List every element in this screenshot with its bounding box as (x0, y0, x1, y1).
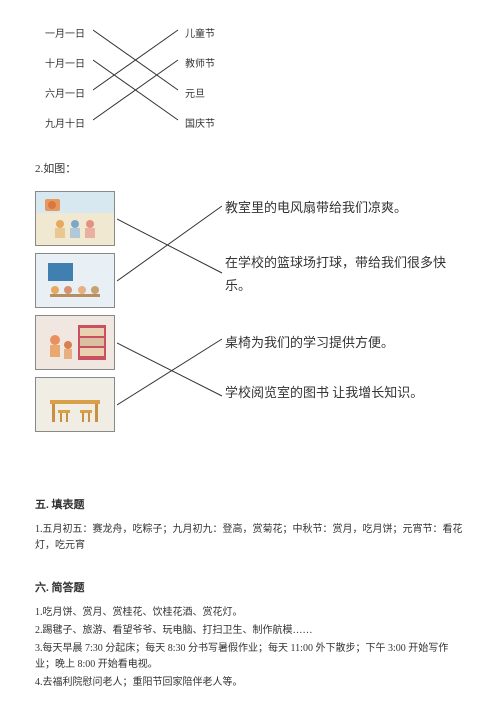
desc-text-2: 在学校的篮球场打球，带给我们很多快乐。 (225, 251, 455, 298)
section-6-answer-1: 1.吃月饼、赏月、赏桂花、饮桂花酒、赏花灯。 (35, 605, 465, 621)
section-2-label: 2.如图： (35, 160, 465, 176)
desc-text-1: 教室里的电风扇带给我们凉爽。 (225, 196, 455, 219)
matching-diagram-dates: 一月一日 十月一日 六月一日 九月十日 儿童节 教师节 元旦 国庆节 (45, 20, 245, 140)
left-label-1: 一月一日 (45, 25, 85, 40)
right-label-1: 儿童节 (185, 25, 215, 40)
match-lines-1 (93, 20, 183, 130)
section-6-answer-3: 3.每天早晨 7:30 分起床；每天 8:30 分书写暑假作业；每天 11:00… (35, 641, 465, 673)
section-6-header: 六. 简答题 (35, 579, 465, 595)
right-label-3: 元旦 (185, 85, 205, 100)
desc-text-3: 桌椅为我们的学习提供方便。 (225, 331, 455, 354)
section-5-answer: 1.五月初五：赛龙舟，吃粽子；九月初九：登高，赏菊花；中秋节：赏月，吃月饼；元宵… (35, 522, 465, 554)
section-5-header: 五. 填表题 (35, 496, 465, 512)
section-6-answer-2: 2.踢毽子、旅游、看望爷爷、玩电脑、打扫卫生、制作航模…… (35, 623, 465, 639)
left-label-3: 六月一日 (45, 85, 85, 100)
left-label-4: 九月十日 (45, 115, 85, 130)
desc-text-4: 学校阅览室的图书 让我增长知识。 (225, 381, 455, 404)
picture-box-4 (35, 377, 115, 432)
picture-box-2 (35, 253, 115, 308)
picture-box-3 (35, 315, 115, 370)
picture-box-1 (35, 191, 115, 246)
right-label-4: 国庆节 (185, 115, 215, 130)
matching-diagram-pictures: 教室里的电风扇带给我们凉爽。 在学校的篮球场打球，带给我们很多快乐。 桌椅为我们… (35, 191, 455, 471)
right-label-2: 教师节 (185, 55, 215, 70)
section-6-answer-4: 4.去福利院慰问老人；重阳节回家陪伴老人等。 (35, 675, 465, 691)
match-lines-2 (117, 191, 227, 441)
left-label-2: 十月一日 (45, 55, 85, 70)
